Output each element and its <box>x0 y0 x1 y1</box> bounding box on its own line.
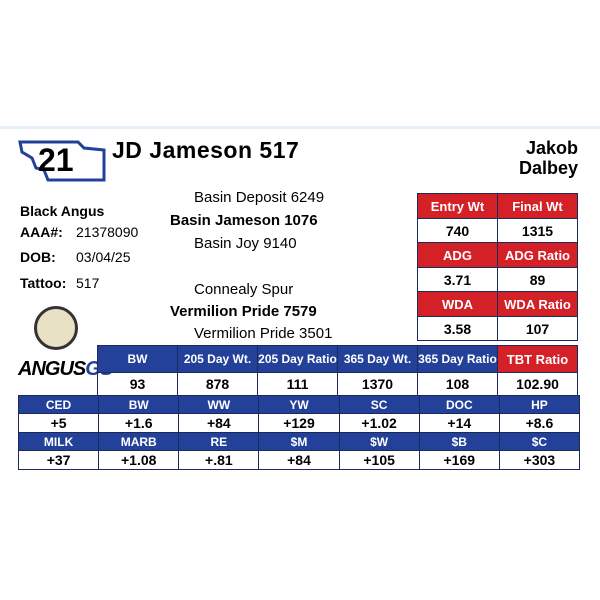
header-cell: DOC <box>418 395 500 414</box>
info-row: DOB: 03/04/25 <box>20 249 131 265</box>
cell: 3.58 <box>417 316 498 341</box>
header-cell: WDA Ratio <box>497 291 578 317</box>
cell: +303 <box>498 450 581 470</box>
header-cell: BW <box>97 345 178 373</box>
row: +5 +1.6 +84 +129 +1.02 +14 +8.6 <box>17 413 581 433</box>
header-cell: 365 Day Wt. <box>337 345 418 373</box>
row: BW 205 Day Wt. 205 Day Ratio 365 Day Wt. 365… <box>97 345 578 373</box>
cell: +1.02 <box>338 413 420 433</box>
header-cell: TBT Ratio <box>497 345 578 373</box>
row: 3.71 89 <box>417 267 578 292</box>
header-cell: YW <box>258 395 340 414</box>
info-label: Tattoo: <box>20 275 67 291</box>
header-cell: MARB <box>98 432 180 451</box>
row: 93 878 111 1370 108 102.90 <box>97 372 578 396</box>
cell: +105 <box>338 450 420 470</box>
row: MILK MARB RE $M $W $B $C <box>17 432 581 451</box>
cell: 102.90 <box>497 372 578 396</box>
logo-seal <box>34 306 78 350</box>
cell: 1370 <box>337 372 418 396</box>
sire-dam: Basin Joy 9140 <box>194 235 297 252</box>
cell: 878 <box>177 372 258 396</box>
owner: Jakob <box>525 138 578 158</box>
cell: +129 <box>258 413 340 433</box>
header-cell: RE <box>178 432 260 451</box>
header-cell: WDA <box>417 291 498 317</box>
row: +37 +1.08 +.81 +84 +105 +169 +303 <box>17 450 581 470</box>
dam-sire: Connealy Spur <box>194 281 294 298</box>
owner: Dalbey <box>518 158 578 178</box>
cell: 93 <box>97 372 178 396</box>
cell: 108 <box>417 372 498 396</box>
row: Entry Wt Final Wt <box>417 193 578 219</box>
state-tag <box>18 140 106 182</box>
header-cell: BW <box>98 395 180 414</box>
cell: 111 <box>257 372 338 396</box>
dam-dam: Vermilion Pride 3501 <box>194 325 333 342</box>
header-cell: $C <box>498 432 581 451</box>
header-cell: HP <box>498 395 581 414</box>
cell: 89 <box>497 267 578 292</box>
info-value: 21378090 <box>76 224 139 240</box>
cell: +1.6 <box>98 413 180 433</box>
info-row: AAA#: 21378090 <box>20 224 138 240</box>
header-cell: $B <box>418 432 500 451</box>
title: JD Jameson 517 <box>112 137 300 163</box>
info-row: Tattoo: 517 <box>20 275 99 291</box>
sire-sire: Basin Deposit 6249 <box>194 189 325 206</box>
header-cell: ADG <box>417 242 498 268</box>
cell: 740 <box>417 218 498 243</box>
header-cell: $W <box>338 432 420 451</box>
row: WDA WDA Ratio <box>417 291 578 317</box>
header-cell: 365 Day Ratio <box>417 345 498 373</box>
cell: 1315 <box>497 218 578 243</box>
row: 740 1315 <box>417 218 578 243</box>
top-rule <box>0 126 600 129</box>
performance-table: Entry Wt Final Wt 740 1315 ADG ADG Ratio 3.71 8… <box>417 193 578 341</box>
cell: +37 <box>17 450 100 470</box>
header-cell: WW <box>178 395 260 414</box>
info-label: DOB: <box>20 249 56 265</box>
breed: Black Angus <box>20 203 105 219</box>
header-cell: 205 Day Ratio <box>257 345 338 373</box>
cell: +84 <box>258 450 340 470</box>
cell: +.81 <box>178 450 260 470</box>
row: 3.58 107 <box>417 316 578 341</box>
header-cell: Entry Wt <box>417 193 498 219</box>
header-cell: CED <box>17 395 100 414</box>
epd-table: CED BW WW YW SC DOC HP +5 +1.6 +84 +129 +1.02 +14 +8.… <box>17 395 581 470</box>
cell: +5 <box>17 413 100 433</box>
cell: 3.71 <box>417 267 498 292</box>
info-value: 03/04/25 <box>76 249 131 265</box>
logo-word: ANGUS <box>18 358 86 380</box>
tag-number: 21 <box>38 142 74 178</box>
cell: +14 <box>418 413 500 433</box>
header-cell: ADG Ratio <box>497 242 578 268</box>
weights-table: BW 205 Day Wt. 205 Day Ratio 365 Day Wt. 365… <box>97 345 578 396</box>
dam: Vermilion Pride 7579 <box>170 303 317 320</box>
sire: Basin Jameson 1076 <box>170 212 318 229</box>
row: ADG ADG Ratio <box>417 242 578 268</box>
cell: 107 <box>497 316 578 341</box>
header-cell: 205 Day Wt. <box>177 345 258 373</box>
info-label: AAA#: <box>20 224 63 240</box>
info-value: 517 <box>76 275 100 291</box>
cell: +8.6 <box>498 413 581 433</box>
header-cell: MILK <box>17 432 100 451</box>
cell: +1.08 <box>98 450 180 470</box>
header-cell: Final Wt <box>497 193 578 219</box>
header-cell: $M <box>258 432 340 451</box>
header-cell: SC <box>338 395 420 414</box>
row: CED BW WW YW SC DOC HP <box>17 395 581 414</box>
cell: +84 <box>178 413 260 433</box>
cell: +169 <box>418 450 500 470</box>
